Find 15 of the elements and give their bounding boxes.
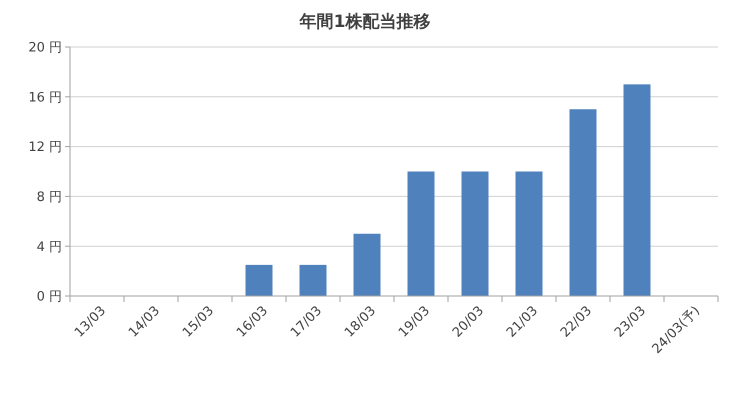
- bar: [624, 84, 650, 296]
- bar: [462, 172, 488, 296]
- bar: [570, 109, 596, 296]
- chart-title: 年間1株配当推移: [298, 12, 430, 32]
- y-tick-label: 20 円: [28, 40, 62, 56]
- bar: [300, 264, 326, 296]
- y-tick-label: 16 円: [28, 90, 62, 106]
- y-tick-label: 8 円: [36, 190, 62, 205]
- bar: [354, 234, 380, 296]
- y-tick-label: 4 円: [36, 240, 62, 255]
- y-tick-label: 12 円: [28, 140, 62, 156]
- bar: [408, 172, 434, 296]
- y-tick-label: 0 円: [36, 290, 62, 305]
- bar: [516, 172, 542, 296]
- bar: [246, 264, 272, 296]
